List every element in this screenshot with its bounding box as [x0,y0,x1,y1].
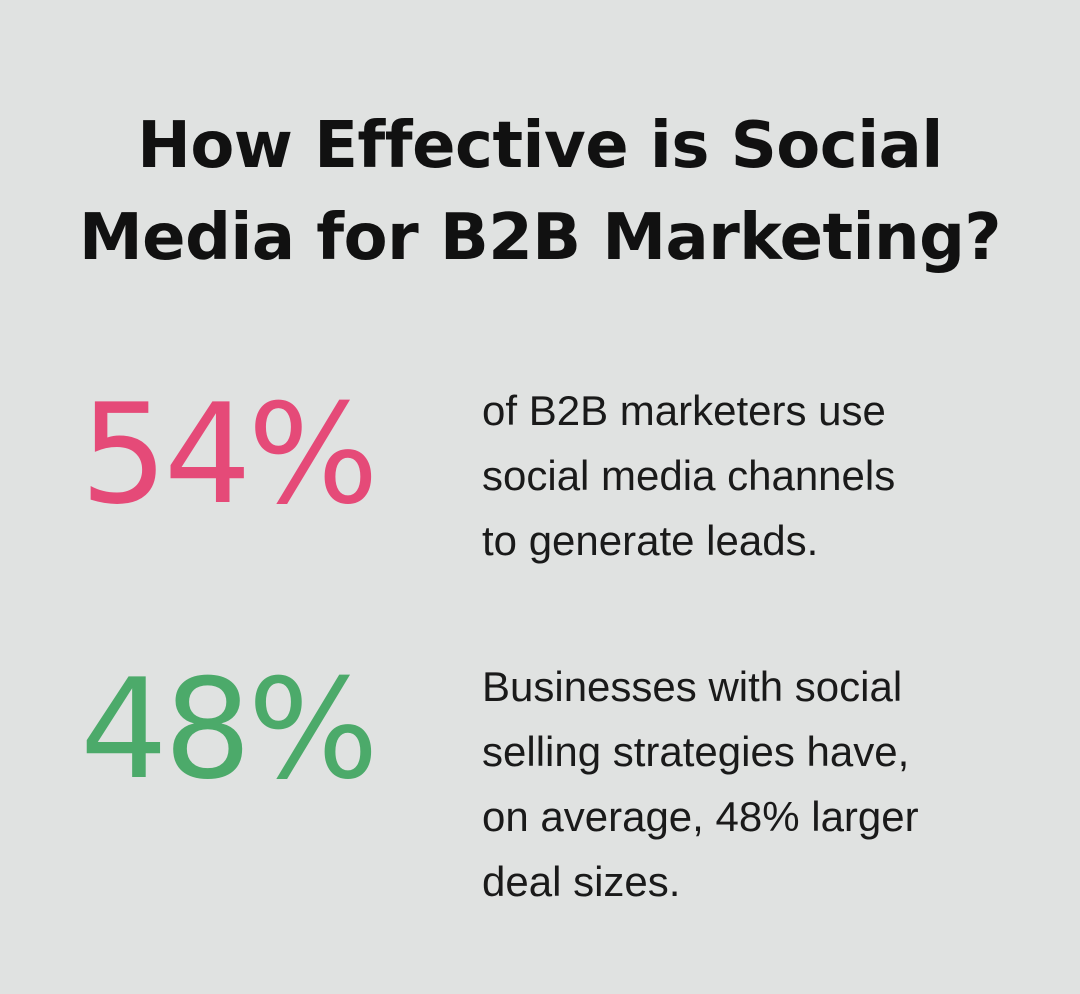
title-line: How Effective is Social [137,109,943,183]
desc-line: deal sizes. [482,858,681,905]
stat-description-54: of B2B marketers use social media channe… [482,378,895,573]
stat-value-48: 48% [80,649,379,810]
title-line: Media for B2B Marketing? [78,201,1002,275]
desc-line: on average, 48% larger [482,793,919,840]
desc-line: social media channels [482,452,896,499]
desc-line: to generate leads. [482,517,819,564]
stat-value-54: 54% [80,374,379,535]
desc-line: selling strategies have, [482,728,910,775]
stat-description-48: Businesses with social selling strategie… [482,654,919,914]
desc-line: Businesses with social [482,663,903,710]
page-title: How Effective is Social Media for B2B Ma… [0,100,1080,284]
desc-line: of B2B marketers use [482,387,886,434]
